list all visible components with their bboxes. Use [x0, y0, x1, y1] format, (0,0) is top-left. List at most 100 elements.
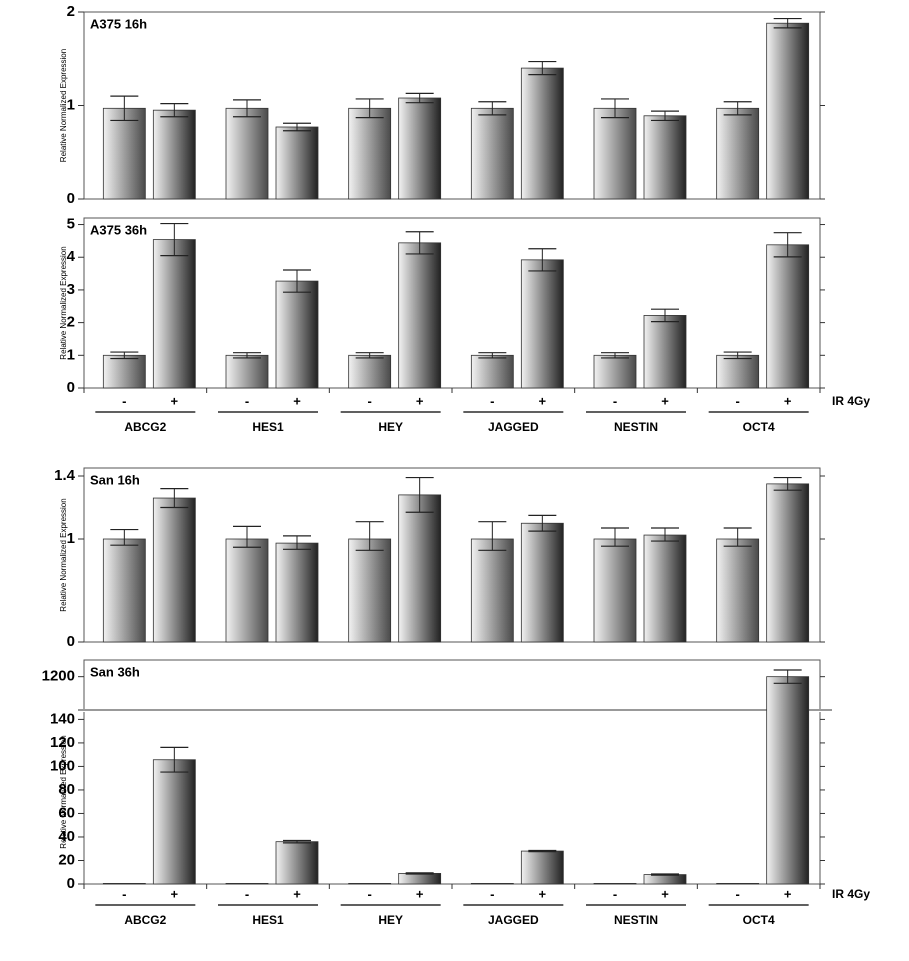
treatment-label: -: [122, 886, 126, 901]
treatment-label: +: [171, 886, 179, 901]
annotation: IR 4Gy: [832, 887, 870, 901]
bar: [470, 538, 514, 643]
y-axis-label: Relative Normalized Expression: [59, 498, 68, 611]
bar: [348, 538, 392, 643]
bar: [716, 883, 760, 885]
y-tick-label: 1.4: [54, 467, 76, 484]
category-label: HES1: [252, 420, 284, 434]
category-label: NESTIN: [614, 420, 658, 434]
y-tick-label: 20: [58, 851, 75, 868]
bar: [593, 538, 637, 643]
bar: [275, 280, 319, 389]
bar: [275, 841, 319, 885]
y-tick-label: 5: [67, 216, 75, 233]
y-tick-label: 80: [58, 781, 75, 798]
treatment-label: +: [293, 886, 301, 901]
bar: [593, 354, 637, 389]
treatment-label: +: [784, 393, 792, 408]
bar: [348, 354, 392, 389]
treatment-label: -: [490, 886, 494, 901]
bar: [520, 522, 564, 643]
panel-title: A375 16h: [90, 16, 147, 31]
bar: [593, 107, 637, 200]
treatment-label: -: [613, 886, 617, 901]
bar: [348, 883, 392, 885]
bar: [398, 97, 442, 200]
treatment-label: +: [661, 393, 669, 408]
y-tick-label: 0: [67, 633, 75, 650]
y-tick-label: 120: [50, 734, 75, 751]
category-label: NESTIN: [614, 913, 658, 927]
treatment-label: -: [735, 886, 739, 901]
bar: [520, 850, 564, 885]
y-tick-label: 100: [50, 757, 75, 774]
treatment-label: +: [416, 393, 424, 408]
y-tick-label: 2: [67, 314, 75, 331]
bar: [643, 315, 687, 389]
treatment-label: -: [367, 886, 371, 901]
bar: [225, 538, 269, 643]
y-tick-label: 1: [67, 346, 75, 363]
category-label: HEY: [378, 913, 403, 927]
treatment-label: +: [171, 393, 179, 408]
bar: [470, 107, 514, 200]
bar: [102, 354, 146, 389]
y-tick-label: 1: [67, 530, 75, 547]
bar: [643, 534, 687, 643]
bar: [152, 759, 196, 885]
bar: [716, 354, 760, 389]
treatment-label: +: [416, 886, 424, 901]
y-tick-label: 1200: [42, 668, 75, 685]
annotation: IR 4Gy: [832, 394, 870, 408]
bar: [275, 126, 319, 200]
treatment-label: +: [293, 393, 301, 408]
treatment-label: -: [245, 393, 249, 408]
treatment-label: -: [122, 393, 126, 408]
bar: [348, 107, 392, 200]
category-label: OCT4: [743, 420, 775, 434]
y-axis-label: Relative Normalized Expression: [59, 246, 68, 359]
bar: [225, 883, 269, 885]
panel-title: San 36h: [90, 664, 140, 679]
bar: [520, 259, 564, 389]
bar: [102, 107, 146, 200]
bar: [102, 538, 146, 643]
bar: [398, 494, 442, 643]
panel-title: San 16h: [90, 472, 140, 487]
y-axis-label: Relative Normalized Expression: [59, 735, 68, 848]
treatment-label: -: [735, 393, 739, 408]
y-tick-label: 4: [67, 248, 76, 265]
y-tick-label: 40: [58, 828, 75, 845]
bar: [152, 239, 196, 389]
bar: [225, 107, 269, 200]
treatment-label: +: [661, 886, 669, 901]
bar: [398, 873, 442, 885]
bar: [225, 354, 269, 389]
bar: [766, 676, 810, 885]
bar: [643, 115, 687, 200]
y-tick-label: 0: [67, 190, 75, 207]
category-label: HEY: [378, 420, 403, 434]
bar: [152, 497, 196, 643]
bar: [716, 107, 760, 200]
y-axis-label: Relative Normalized Expression: [59, 49, 68, 162]
bar: [470, 354, 514, 389]
y-tick-label: 0: [67, 875, 75, 892]
bar: [716, 538, 760, 643]
y-tick-label: 0: [67, 379, 75, 396]
bar: [398, 242, 442, 389]
bar: [593, 883, 637, 885]
y-tick-label: 2: [67, 3, 75, 20]
category-label: JAGGED: [488, 420, 539, 434]
bar: [766, 244, 810, 389]
treatment-label: +: [784, 886, 792, 901]
treatment-label: +: [539, 393, 547, 408]
category-label: OCT4: [743, 913, 775, 927]
bar: [643, 874, 687, 885]
bar: [152, 109, 196, 200]
treatment-label: +: [539, 886, 547, 901]
category-label: HES1: [252, 913, 284, 927]
bar: [275, 542, 319, 643]
treatment-label: -: [367, 393, 371, 408]
bar: [766, 483, 810, 643]
